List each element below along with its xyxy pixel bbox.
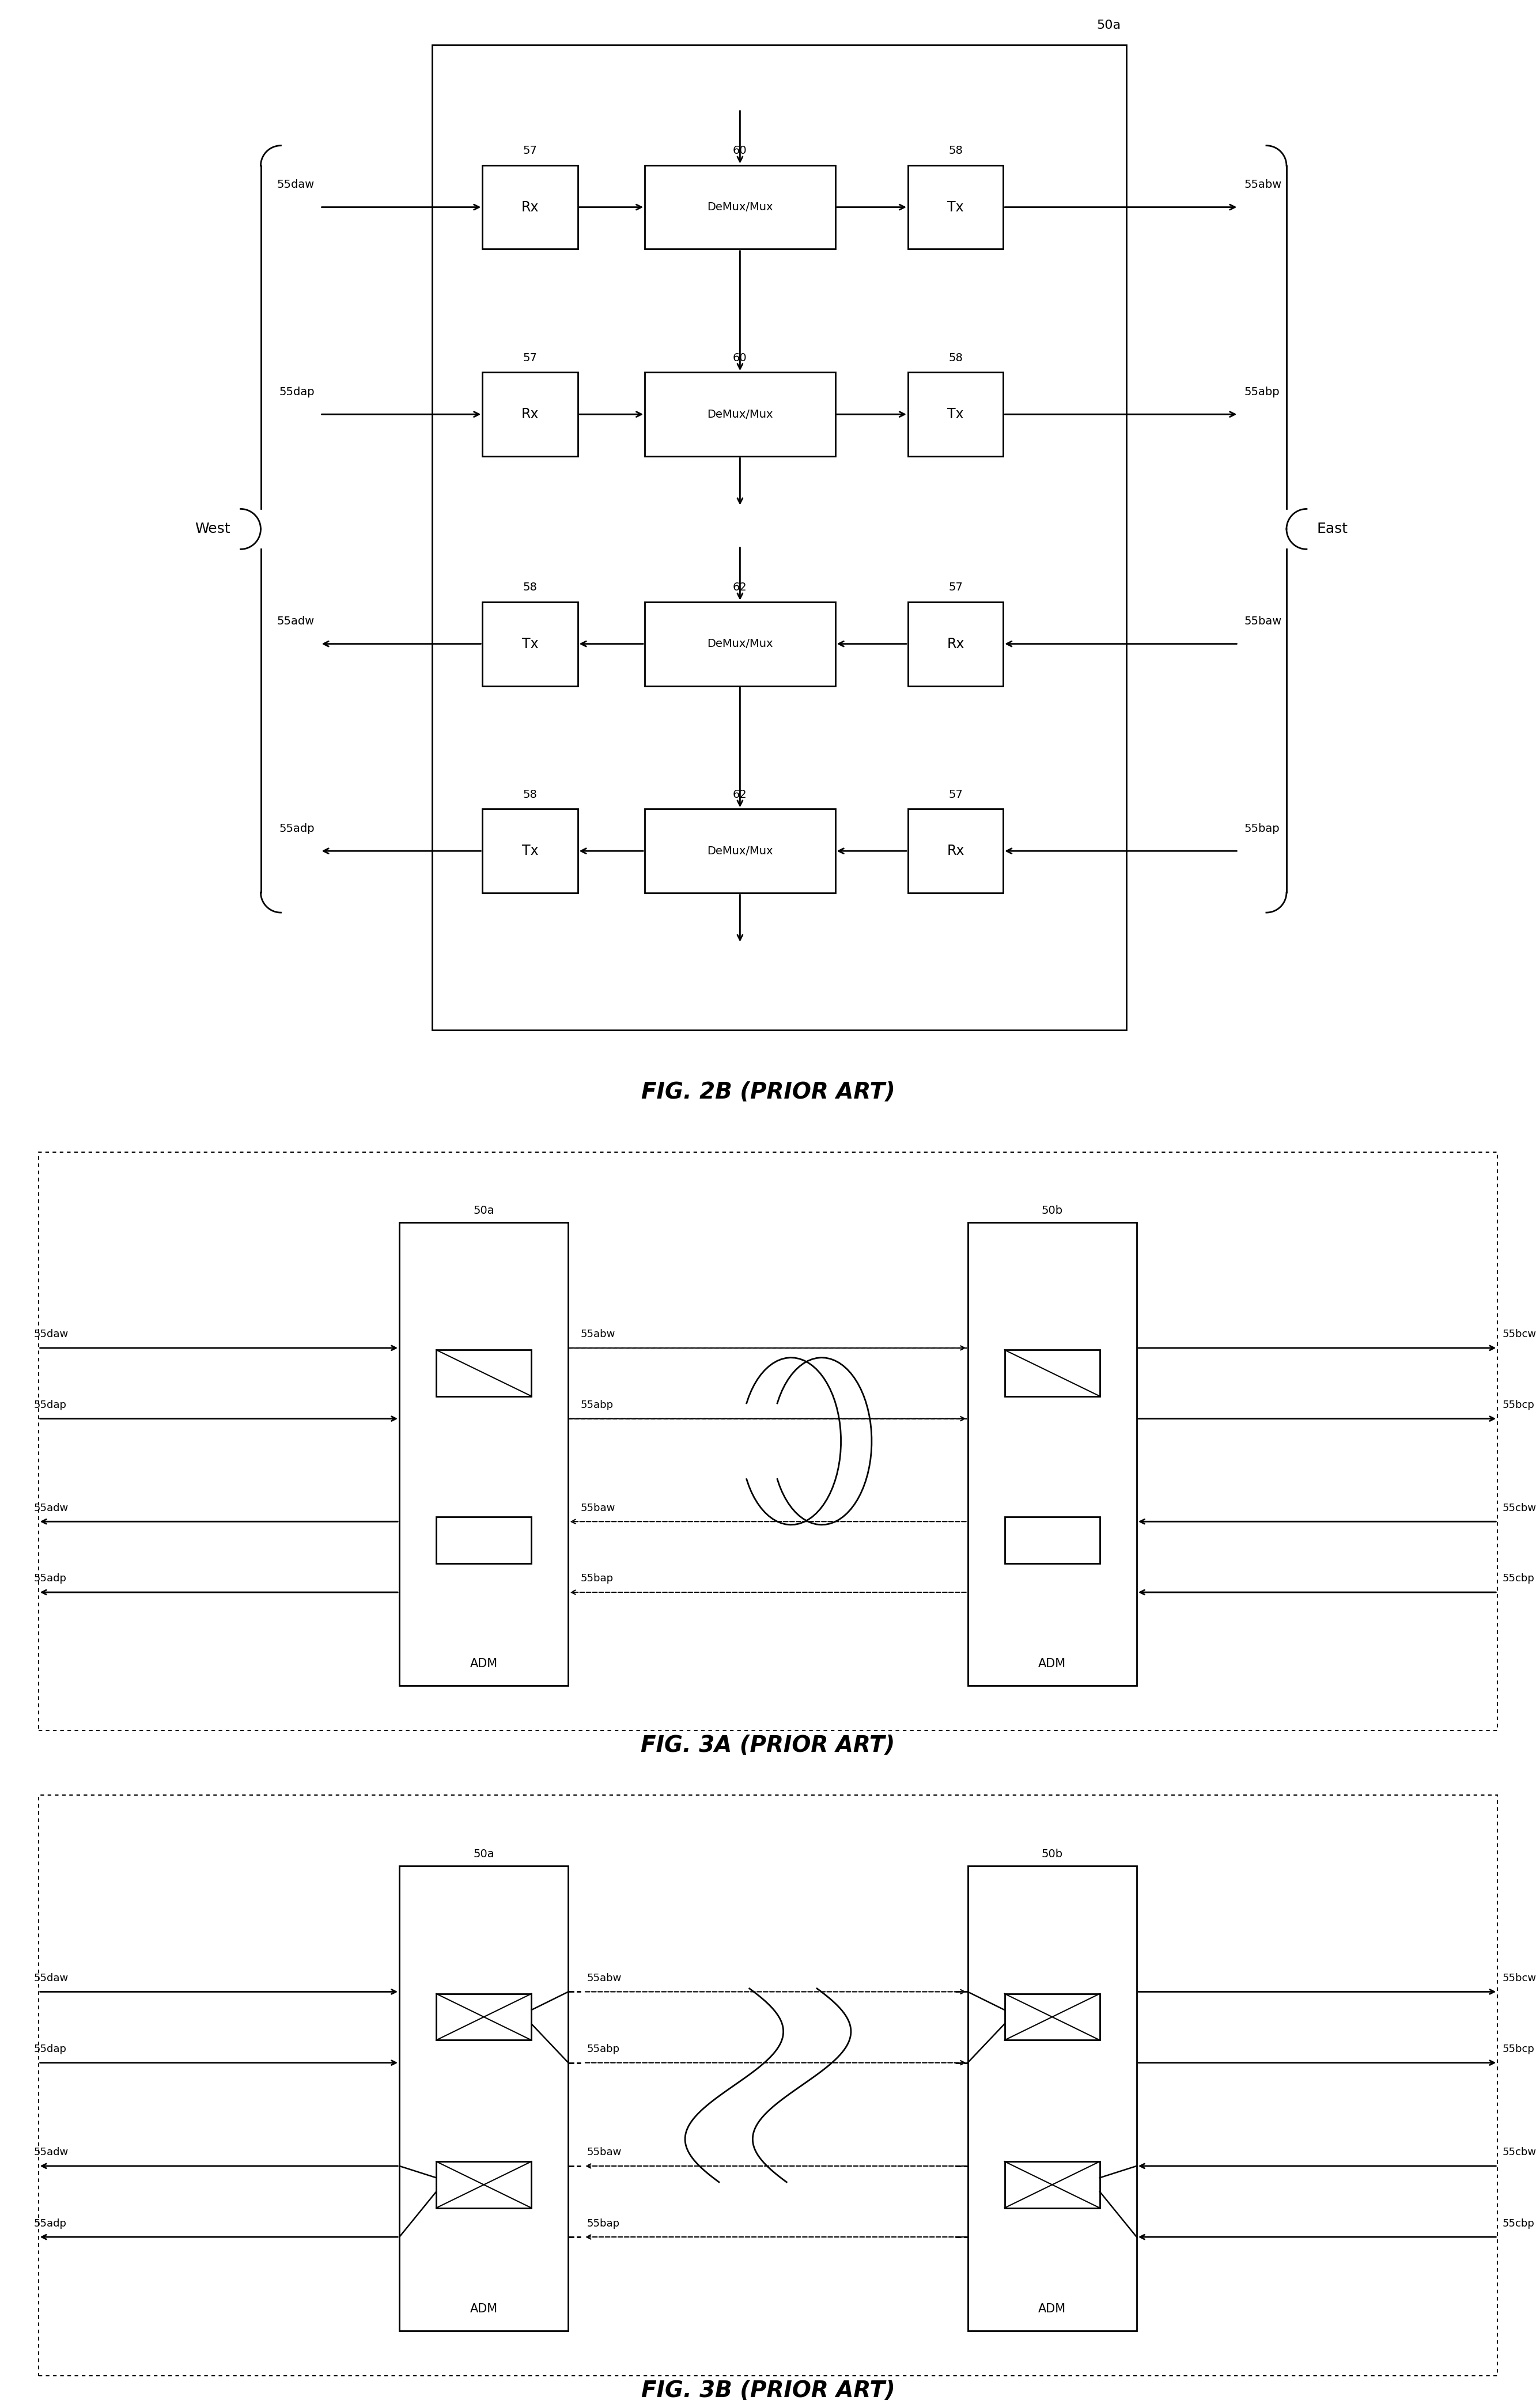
Text: 55dap: 55dap [34, 1399, 66, 1411]
Text: 55cbw: 55cbw [1502, 2148, 1536, 2158]
Text: 55bcw: 55bcw [1502, 1972, 1536, 1984]
Text: 57: 57 [522, 144, 538, 157]
Text: 62: 62 [733, 583, 746, 592]
Bar [645, 602, 836, 686]
Text: 62: 62 [733, 790, 746, 799]
Text: 57: 57 [948, 790, 963, 799]
Text: FIG. 2B (PRIOR ART): FIG. 2B (PRIOR ART) [641, 1081, 895, 1103]
Text: 55bcw: 55bcw [1502, 1329, 1536, 1339]
Text: 60: 60 [733, 352, 746, 364]
Text: 55adw: 55adw [34, 2148, 69, 2158]
Bar [482, 602, 578, 686]
Bar [1005, 1994, 1100, 2040]
Text: East: East [1316, 523, 1347, 537]
Text: 58: 58 [948, 144, 963, 157]
Text: Rx: Rx [946, 638, 965, 650]
Text: 55bap: 55bap [587, 2218, 619, 2227]
Bar [908, 373, 1003, 455]
Text: ADM: ADM [470, 2302, 498, 2314]
Bar [399, 1866, 568, 2331]
Bar [482, 373, 578, 455]
Text: 55daw: 55daw [34, 1972, 69, 1984]
Text: Rx: Rx [521, 200, 539, 214]
Text: 55bcp: 55bcp [1502, 1399, 1534, 1411]
Text: ADM: ADM [1038, 1659, 1066, 1669]
Text: 55abp: 55abp [581, 1399, 613, 1411]
Bar [968, 1866, 1137, 2331]
Bar [908, 166, 1003, 248]
Text: 50b: 50b [1041, 1849, 1063, 1859]
Bar [436, 2162, 531, 2208]
Bar [968, 1223, 1137, 1686]
Text: Tx: Tx [522, 845, 538, 857]
Text: Tx: Tx [948, 407, 963, 421]
Text: 55adp: 55adp [280, 824, 315, 833]
Text: 58: 58 [948, 352, 963, 364]
Text: 55abw: 55abw [587, 1972, 622, 1984]
Text: 55cbp: 55cbp [1502, 2218, 1534, 2227]
Bar [482, 809, 578, 893]
Text: 55adw: 55adw [34, 1503, 69, 1512]
Text: FIG. 3A (PRIOR ART): FIG. 3A (PRIOR ART) [641, 1734, 895, 1755]
Text: West: West [195, 523, 230, 537]
Bar [645, 373, 836, 455]
Text: 55cbw: 55cbw [1502, 1503, 1536, 1512]
Text: 55abp: 55abp [1244, 388, 1279, 397]
Text: ADM: ADM [1038, 2302, 1066, 2314]
Text: 50a: 50a [473, 1849, 495, 1859]
Bar [432, 46, 1126, 1031]
Text: 55daw: 55daw [276, 181, 315, 190]
Text: 55adw: 55adw [276, 616, 315, 626]
Text: DeMux/Mux: DeMux/Mux [707, 845, 773, 857]
Bar [1005, 1351, 1100, 1397]
Text: 55baw: 55baw [581, 1503, 616, 1512]
Text: 55dap: 55dap [280, 388, 315, 397]
Text: 60: 60 [733, 144, 746, 157]
Text: Rx: Rx [521, 407, 539, 421]
Text: 57: 57 [522, 352, 538, 364]
Text: 58: 58 [522, 790, 538, 799]
Text: 50a: 50a [473, 1206, 495, 1216]
Text: 58: 58 [522, 583, 538, 592]
Text: DeMux/Mux: DeMux/Mux [707, 409, 773, 419]
Text: 55adp: 55adp [34, 1572, 66, 1584]
Text: 50b: 50b [1041, 1206, 1063, 1216]
Text: 57: 57 [948, 583, 963, 592]
Bar [399, 1223, 568, 1686]
Text: 55abw: 55abw [581, 1329, 616, 1339]
Text: 55bap: 55bap [581, 1572, 613, 1584]
Text: Tx: Tx [522, 638, 538, 650]
Text: 55daw: 55daw [34, 1329, 69, 1339]
Bar [645, 166, 836, 248]
Bar [908, 602, 1003, 686]
Text: Tx: Tx [948, 200, 963, 214]
Text: ADM: ADM [470, 1659, 498, 1669]
Bar [1005, 2162, 1100, 2208]
Bar [436, 1517, 531, 1563]
Text: DeMux/Mux: DeMux/Mux [707, 638, 773, 650]
Text: 55bap: 55bap [1244, 824, 1279, 833]
Text: 55baw: 55baw [1244, 616, 1281, 626]
Bar [482, 166, 578, 248]
Text: 55adp: 55adp [34, 2218, 66, 2227]
Bar [1005, 1517, 1100, 1563]
Bar [436, 1994, 531, 2040]
Bar [645, 809, 836, 893]
Text: 55baw: 55baw [587, 2148, 622, 2158]
Text: 55abp: 55abp [587, 2044, 619, 2054]
Text: FIG. 3B (PRIOR ART): FIG. 3B (PRIOR ART) [641, 2379, 895, 2401]
Text: 55bcp: 55bcp [1502, 2044, 1534, 2054]
Text: 55abw: 55abw [1244, 181, 1281, 190]
Text: DeMux/Mux: DeMux/Mux [707, 202, 773, 212]
Text: 50a: 50a [1097, 19, 1121, 31]
Text: 55dap: 55dap [34, 2044, 66, 2054]
Text: 55cbp: 55cbp [1502, 1572, 1534, 1584]
Text: Rx: Rx [946, 845, 965, 857]
Bar [436, 1351, 531, 1397]
Bar [908, 809, 1003, 893]
